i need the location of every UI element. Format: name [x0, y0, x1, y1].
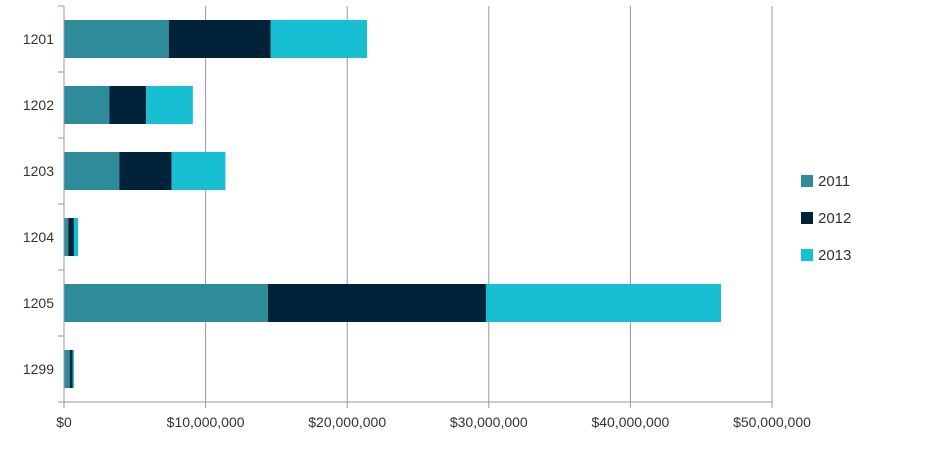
bar-segment-1201-2011 — [64, 20, 169, 58]
bar-segment-1201-2012 — [168, 20, 271, 58]
x-tick-label: $50,000,000 — [733, 414, 811, 430]
legend-label-2011: 2011 — [818, 173, 850, 190]
bar-segment-1202-2011 — [64, 86, 110, 124]
x-tick-label: $40,000,000 — [591, 414, 669, 430]
legend: 2011 2012 2013 — [801, 173, 851, 264]
bar-segment-1299-2012 — [69, 350, 73, 388]
bar-segment-1204-2013 — [73, 218, 79, 256]
legend-swatch-2011 — [801, 175, 813, 187]
axes: $0 $10,000,000 $20,000,000 $30,000,000 $40,0… — [23, 5, 811, 430]
bar-segment-1205-2011 — [64, 284, 268, 322]
x-tick-label: $20,000,000 — [308, 414, 386, 430]
y-tick-label: 1202 — [23, 97, 54, 113]
bar-segment-1299-2011 — [64, 350, 70, 388]
x-tick-label: $10,000,000 — [167, 414, 245, 430]
y-tick-label: 1299 — [23, 361, 54, 377]
bar-segment-1203-2013 — [171, 152, 226, 190]
bar-segment-1202-2012 — [109, 86, 147, 124]
x-tick-label: $30,000,000 — [450, 414, 528, 430]
bar-segment-1205-2013 — [485, 284, 722, 322]
bar-segment-1204-2012 — [68, 218, 74, 256]
legend-swatch-2012 — [801, 212, 813, 224]
bar-segment-1202-2013 — [146, 86, 193, 124]
x-tick-label: $0 — [56, 414, 72, 430]
y-tick-label: 1204 — [23, 229, 54, 245]
bar-segment-1203-2011 — [64, 152, 120, 190]
bar-segment-1201-2013 — [270, 20, 368, 58]
legend-label-2012: 2012 — [818, 210, 851, 227]
gridlines — [205, 6, 773, 402]
bar-segment-1205-2012 — [267, 284, 486, 322]
legend-label-2013: 2013 — [818, 247, 851, 264]
bars — [64, 20, 722, 388]
bar-segment-1299-2013 — [72, 350, 74, 388]
bar-segment-1204-2011 — [64, 218, 69, 256]
y-tick-label: 1205 — [23, 295, 54, 311]
legend-swatch-2013 — [801, 249, 813, 261]
y-tick-label: 1201 — [23, 31, 54, 47]
bar-segment-1203-2012 — [119, 152, 172, 190]
y-tick-label: 1203 — [23, 163, 54, 179]
